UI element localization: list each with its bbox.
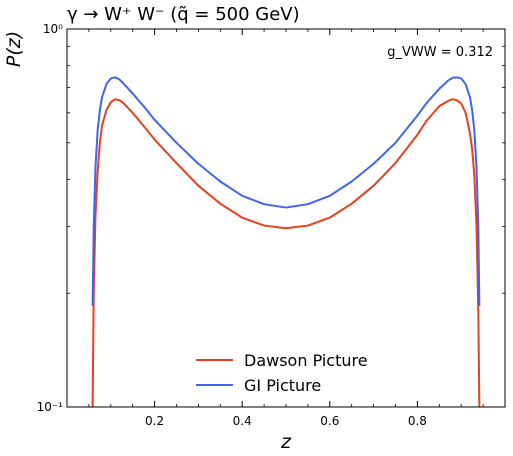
x-tick-label-1: 0.2 xyxy=(145,414,164,428)
y-axis-title: P(z) xyxy=(3,31,25,67)
x-tick-label-3: 0.6 xyxy=(320,414,339,428)
y-tick-label-1: 10⁻¹ xyxy=(37,400,64,414)
plot-lines xyxy=(91,76,481,408)
legend-label-2: GI Picture xyxy=(244,376,321,395)
x-tick-label-4: 0.8 xyxy=(408,414,427,428)
y-tick-label-2: 10⁰ xyxy=(43,22,63,36)
legend-label-1: Dawson Picture xyxy=(244,351,368,370)
series-line-2 xyxy=(91,76,481,307)
annotation: g_VWW = 0.312 xyxy=(387,45,493,60)
series-line-1 xyxy=(91,98,481,408)
plot-frame xyxy=(66,28,506,408)
x-axis-title: z xyxy=(280,431,292,453)
legend: Dawson Picture GI Picture xyxy=(196,351,368,395)
chart-title: γ → W⁺ W⁻ (q̃ = 500 GeV) xyxy=(67,4,300,25)
x-tick-label-2: 0.4 xyxy=(233,414,252,428)
